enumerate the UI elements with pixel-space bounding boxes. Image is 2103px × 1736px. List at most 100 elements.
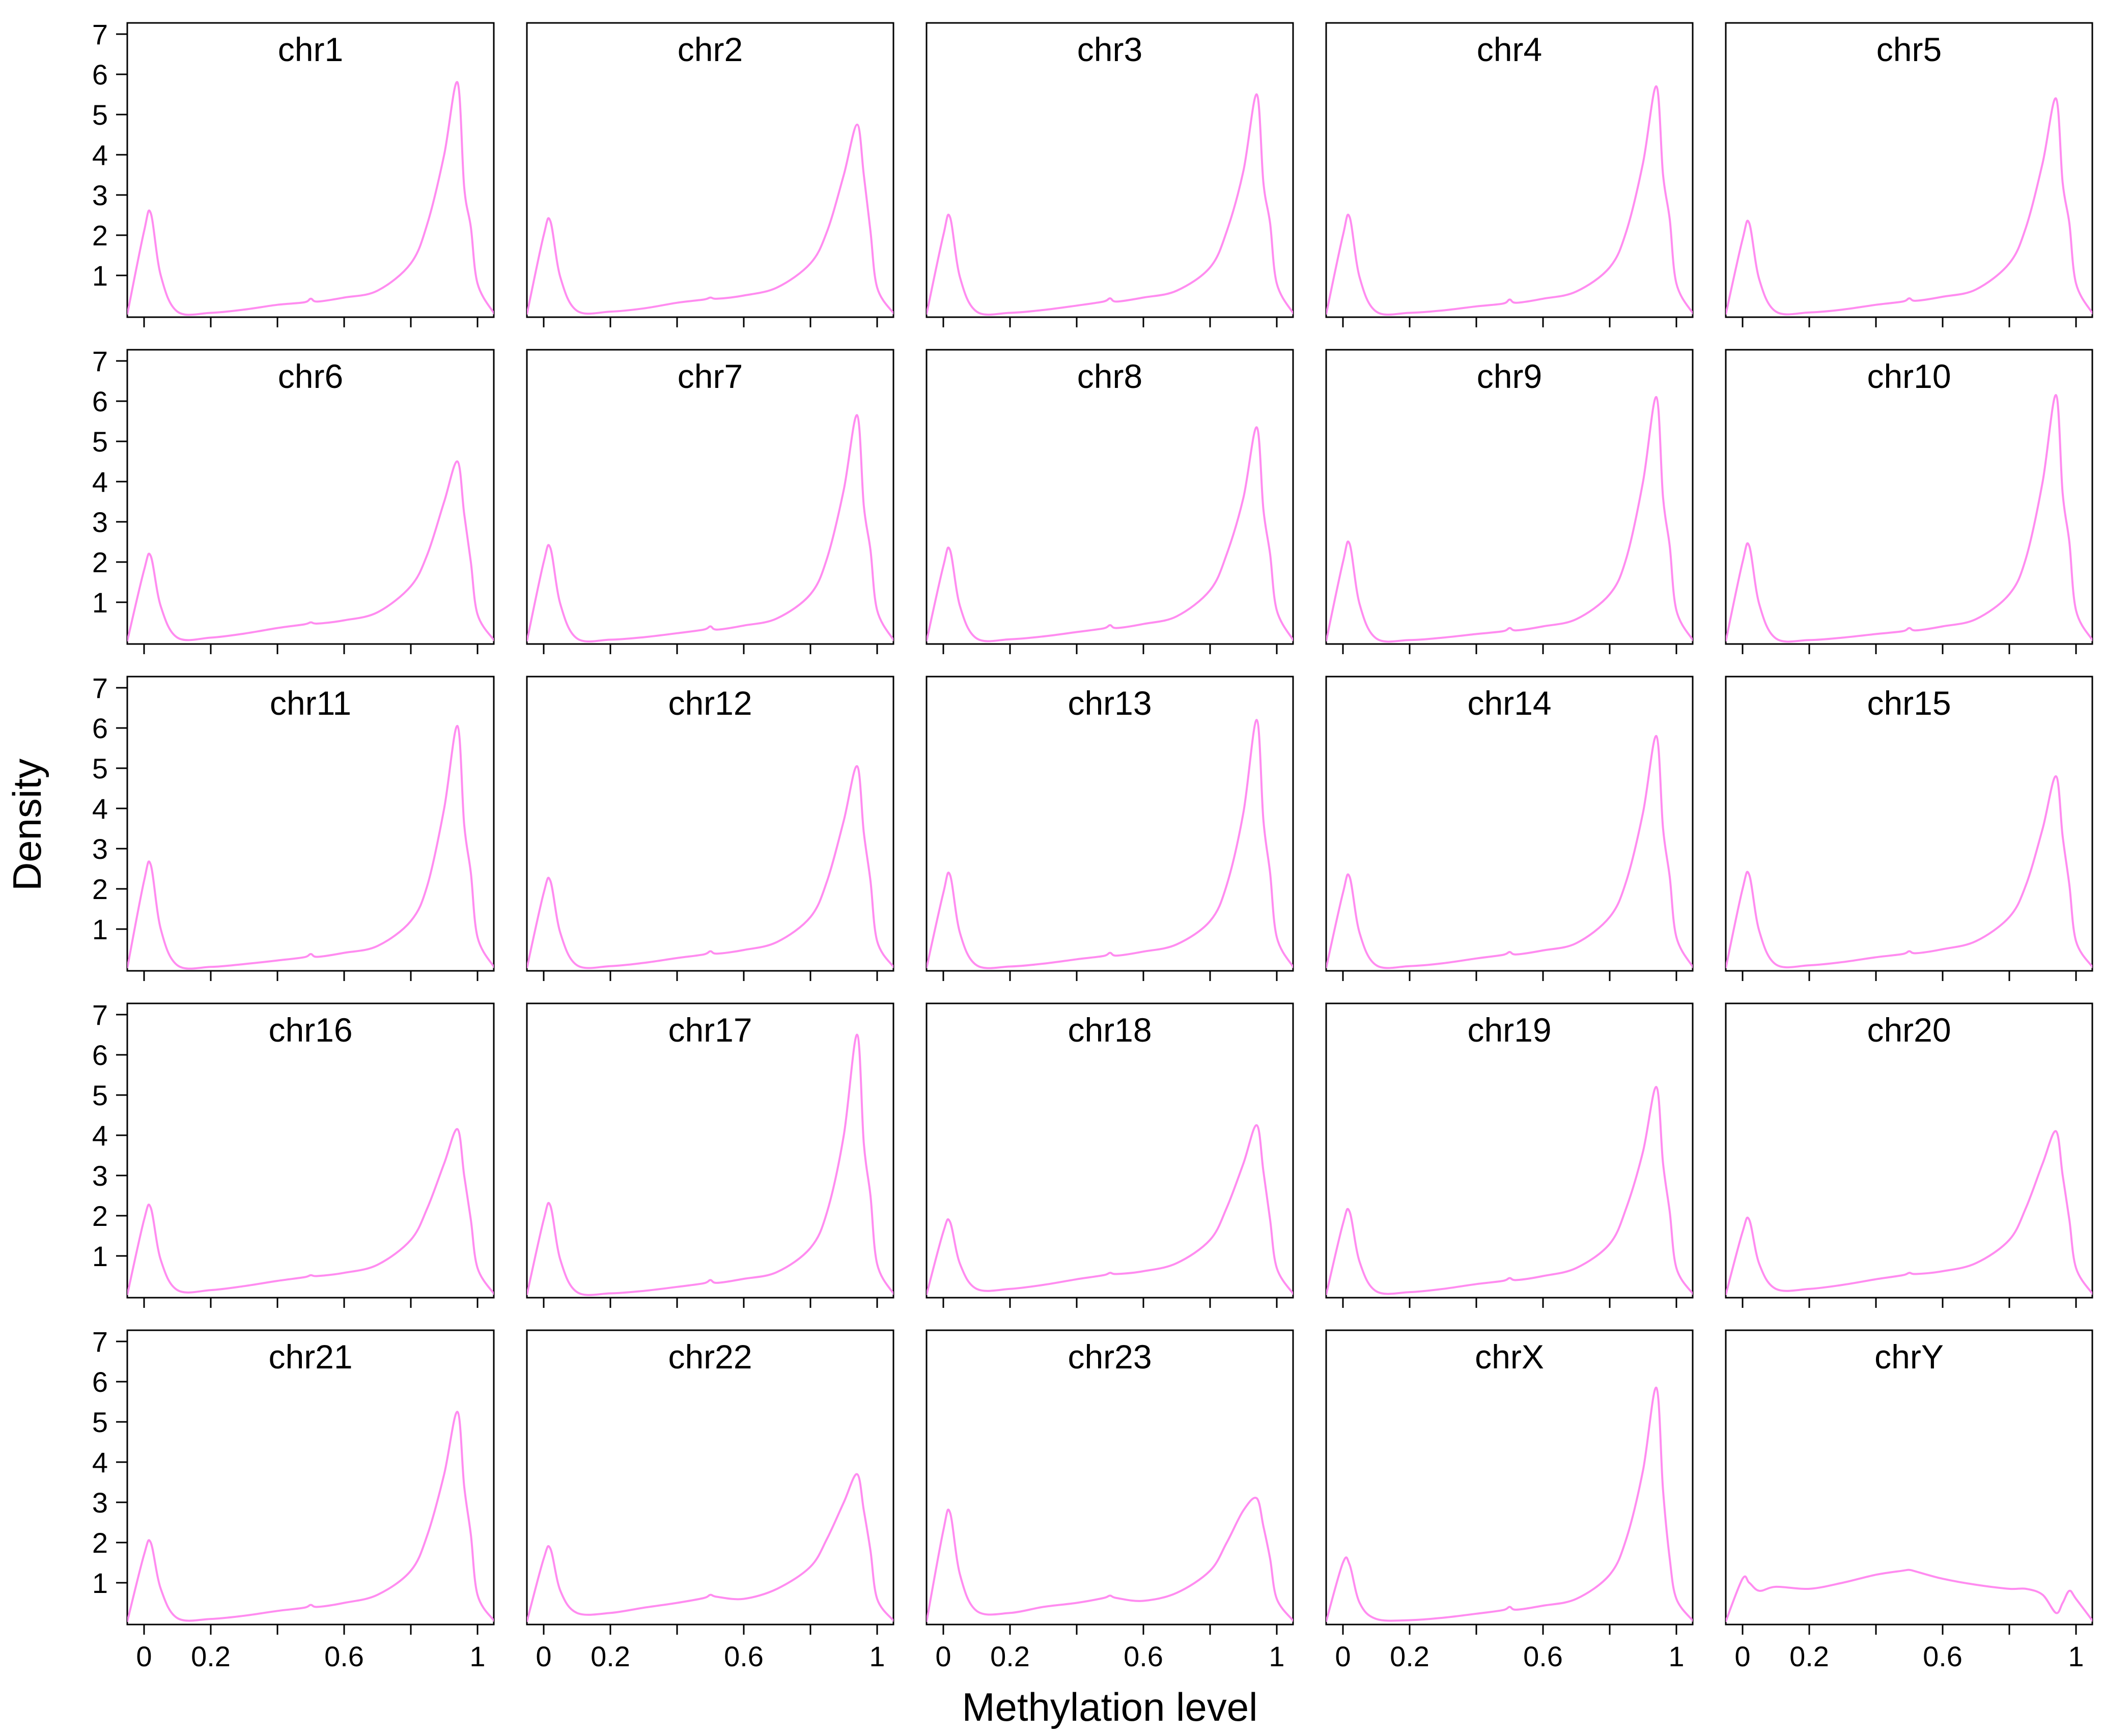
panel-chr15: chr15: [1725, 676, 2093, 981]
panel-chr12: chr12: [526, 676, 894, 981]
y-tick-label: 6: [92, 712, 108, 744]
density-curve-chr19: [1326, 1086, 1693, 1295]
x-tick-label: 1: [1668, 1640, 1684, 1672]
panel-chrY: chrY 0 0.2 0.6 1: [1725, 1329, 2093, 1672]
panel-chr5: chr5: [1725, 22, 2093, 327]
x-tick-label: 1: [869, 1640, 885, 1672]
panel-frame: [526, 1329, 894, 1626]
density-curve-chr6: [127, 460, 494, 641]
panel-title: chr18: [1068, 1011, 1152, 1049]
panel-chr8: chr8: [926, 349, 1294, 654]
x-tick-label: 0.2: [191, 1640, 231, 1672]
density-curve-chr21: [127, 1411, 494, 1622]
density-curve-chr16: [127, 1128, 494, 1295]
panel-title: chr16: [268, 1011, 352, 1049]
density-curve-chr5: [1726, 97, 2092, 316]
density-curve-chr17: [527, 1033, 893, 1296]
panel-title: chr9: [1477, 357, 1542, 395]
density-curve-chr8: [927, 426, 1293, 642]
panel-title: chr13: [1068, 684, 1152, 722]
density-curve-chr3: [927, 93, 1293, 316]
y-tick-label: 5: [92, 1079, 108, 1111]
panel-frame: [1325, 1329, 1694, 1626]
y-tick-label: 7: [92, 18, 108, 50]
y-tick-label: 4: [92, 466, 108, 498]
panel-frame: [1725, 1329, 2093, 1626]
panel-chr1: chr1 1 2 3 4 5 6 7: [92, 18, 495, 327]
x-tick-label: 0.2: [591, 1640, 630, 1672]
panel-chr7: chr7: [526, 349, 894, 654]
panel-chr22: chr22 0 0.2 0.6 1: [526, 1329, 894, 1672]
y-tick-label: 1: [92, 913, 108, 945]
x-tick-label: 0.6: [724, 1640, 764, 1672]
y-tick-label: 2: [92, 1527, 108, 1559]
y-tick-label: 3: [92, 833, 108, 865]
x-tick-label: 0.6: [1124, 1640, 1163, 1672]
density-curve-chrY: [1726, 1569, 2092, 1622]
y-tick-label: 4: [92, 1446, 108, 1478]
y-tick-label: 3: [92, 179, 108, 211]
density-curve-chr10: [1726, 394, 2092, 643]
panel-title: chr10: [1867, 357, 1951, 395]
density-curve-chr18: [927, 1124, 1293, 1295]
y-tick-label: 6: [92, 1039, 108, 1071]
panel-title: chr5: [1876, 31, 1942, 68]
x-tick-label: 0: [136, 1640, 152, 1672]
x-tick-label: 0: [1734, 1640, 1750, 1672]
panel-title: chr12: [668, 684, 752, 722]
x-tick-label: 1: [2068, 1640, 2084, 1672]
x-tick-label: 0.2: [990, 1640, 1030, 1672]
density-curve-chr4: [1326, 85, 1693, 316]
density-curve-chr2: [527, 123, 893, 315]
panel-frame: [926, 22, 1294, 318]
panel-chr9: chr9: [1325, 349, 1694, 654]
panel-frame: [1325, 349, 1694, 645]
y-tick-label: 5: [92, 99, 108, 131]
panel-chr17: chr17: [526, 1002, 894, 1308]
panel-frame: [526, 349, 894, 645]
panel-frame: [1725, 676, 2093, 972]
panel-frame: [126, 349, 495, 645]
x-tick-label: 1: [1269, 1640, 1284, 1672]
panel-frame: [1725, 349, 2093, 645]
x-tick-label: 0.2: [1390, 1640, 1429, 1672]
panel-title: chr15: [1867, 684, 1951, 722]
x-tick-label: 0.2: [1789, 1640, 1829, 1672]
panel-chr18: chr18: [926, 1002, 1294, 1308]
panel-title: chr6: [278, 357, 343, 395]
y-tick-label: 7: [92, 345, 108, 377]
x-tick-label: 0.6: [324, 1640, 364, 1672]
panel-frame: [126, 22, 495, 318]
panel-frame: [126, 676, 495, 972]
density-curve-chr23: [927, 1497, 1293, 1622]
panel-title: chr17: [668, 1011, 752, 1049]
density-curve-chr9: [1326, 396, 1693, 643]
density-curve-chr14: [1326, 735, 1693, 969]
panel-frame: [526, 1002, 894, 1299]
panel-frame: [926, 1002, 1294, 1299]
panel-frame: [1325, 1002, 1694, 1299]
x-axis-title: Methylation level: [962, 1685, 1258, 1729]
x-tick-label: 0.6: [1523, 1640, 1563, 1672]
y-axis-title: Density: [5, 759, 49, 891]
y-tick-label: 1: [92, 260, 108, 292]
y-tick-label: 3: [92, 1487, 108, 1519]
panel-frame: [526, 22, 894, 318]
panel-title: chr20: [1867, 1011, 1951, 1049]
panel-frame: [1725, 22, 2093, 318]
panel-title: chr19: [1467, 1011, 1551, 1049]
density-curve-chr15: [1726, 775, 2092, 969]
panel-chr2: chr2: [526, 22, 894, 327]
y-tick-label: 1: [92, 1567, 108, 1599]
panel-title: chr3: [1077, 31, 1142, 68]
y-tick-label: 4: [92, 793, 108, 825]
y-tick-label: 3: [92, 506, 108, 538]
panel-title: chrY: [1874, 1338, 1944, 1376]
panel-frame: [526, 676, 894, 972]
panel-frame: [1325, 22, 1694, 318]
density-curve-chr13: [927, 719, 1293, 969]
panel-frame: [1725, 1002, 2093, 1299]
panel-frame: [126, 1002, 495, 1299]
panel-title: chr22: [668, 1338, 752, 1376]
